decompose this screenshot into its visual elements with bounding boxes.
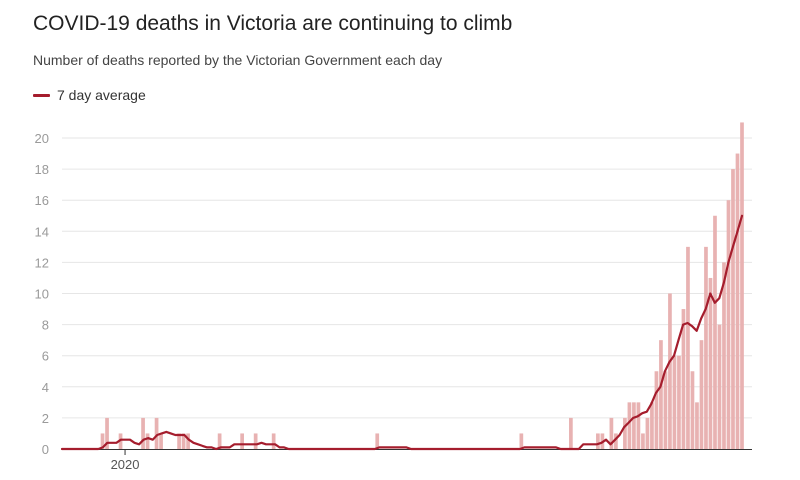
legend: 7 day average: [33, 87, 146, 103]
y-tick-label: 20: [35, 131, 49, 146]
y-tick-label: 16: [35, 193, 49, 208]
bar: [596, 433, 600, 449]
bar: [677, 355, 681, 449]
bar: [726, 200, 731, 449]
bar: [100, 433, 105, 449]
y-tick-label: 0: [42, 442, 49, 457]
y-tick-label: 4: [42, 380, 49, 395]
legend-label: 7 day average: [57, 87, 146, 103]
bar: [663, 371, 668, 449]
y-tick-label: 8: [42, 318, 49, 333]
y-tick-label: 2: [42, 411, 49, 426]
bar: [627, 402, 632, 449]
y-tick-label: 12: [35, 255, 49, 270]
bar: [253, 433, 258, 449]
bar: [623, 417, 627, 449]
bar: [159, 433, 163, 449]
bar: [141, 417, 145, 449]
bar: [645, 417, 650, 449]
y-tick-label: 14: [35, 224, 49, 239]
bar: [636, 402, 641, 449]
series-line-7-day-average: [60, 214, 744, 451]
bar: [740, 122, 744, 449]
bar: [217, 433, 222, 449]
bar: [695, 402, 699, 449]
bar: [519, 433, 524, 449]
bar: [632, 402, 636, 449]
bar: [569, 417, 573, 449]
bar: [650, 402, 654, 449]
bar: [145, 433, 150, 449]
bar: [614, 433, 618, 449]
chart-title: COVID-19 deaths in Victoria are continui…: [33, 12, 513, 35]
bar: [668, 293, 672, 449]
x-tick-label: 2020: [111, 457, 140, 472]
bar: [154, 417, 159, 449]
bar: [699, 340, 704, 449]
y-tick-label: 6: [42, 349, 49, 364]
bar: [177, 433, 181, 449]
y-tick-label: 18: [35, 162, 49, 177]
bar: [181, 433, 186, 449]
bar: [609, 417, 614, 449]
bar: [690, 371, 695, 449]
bar: [731, 169, 735, 449]
bar: [672, 355, 677, 449]
bar: [708, 277, 713, 449]
bar: [659, 340, 663, 449]
bar: [375, 433, 380, 449]
bar: [681, 309, 686, 449]
bar: [713, 215, 717, 449]
bar: [654, 371, 659, 449]
bar: [686, 246, 690, 449]
legend-line-swatch: [33, 93, 50, 97]
bar: [240, 433, 244, 449]
bar: [105, 417, 109, 449]
bar: [641, 433, 645, 449]
bar: [722, 262, 726, 449]
bar: [186, 433, 190, 449]
chart-subtitle: Number of deaths reported by the Victori…: [33, 52, 443, 68]
y-tick-label: 10: [35, 287, 49, 302]
bar: [271, 433, 276, 449]
bar: [704, 246, 708, 449]
bar: [735, 153, 740, 450]
bar: [717, 324, 722, 449]
